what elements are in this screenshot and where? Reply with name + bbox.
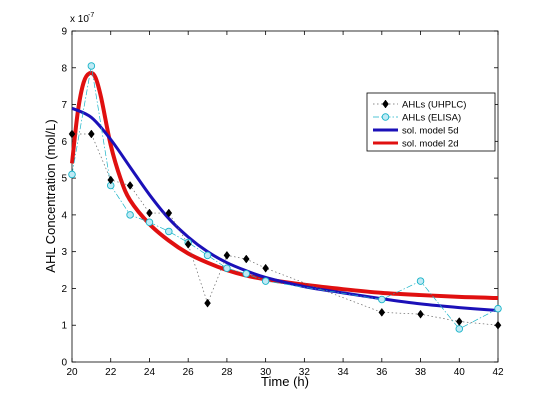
y-tick-label: 3 xyxy=(61,247,67,258)
y-tick-label: 7 xyxy=(61,100,67,111)
legend-entry: AHLs (ELISA) xyxy=(373,113,461,124)
uhplc-point xyxy=(68,129,76,139)
elisa-point xyxy=(381,113,390,121)
uhplc-point xyxy=(382,99,389,109)
legend-entries: AHLs (UHPLC) AHLs (ELISA) sol. model 5d sol… xyxy=(373,100,466,150)
x-tick-label: 36 xyxy=(376,367,388,378)
uhplc-point xyxy=(204,298,211,308)
x-axis-label: Time (h) xyxy=(261,374,309,389)
series-ahls-uhplc- xyxy=(68,129,502,330)
x-tick-label: 24 xyxy=(144,367,156,378)
x-tick-label: 40 xyxy=(454,367,466,378)
y-tick-label: 1 xyxy=(61,321,67,332)
series-sol-model-5d xyxy=(71,106,499,313)
elisa-point xyxy=(494,304,502,313)
uhplc-point xyxy=(494,320,502,330)
uhplc-point xyxy=(126,181,134,190)
y-axis-label: AHL Concentration (mol/L) xyxy=(43,119,58,272)
y-multiplier-exponent: -7 xyxy=(88,12,94,19)
legend-entry: sol. model 5d xyxy=(373,126,459,137)
elisa-point xyxy=(261,277,270,285)
x-tick-label: 22 xyxy=(105,367,117,378)
uhplc-point xyxy=(146,208,153,218)
legend-label: AHLs (UHPLC) xyxy=(402,100,466,111)
y-tick-label: 2 xyxy=(61,284,67,295)
model-curve xyxy=(71,106,499,313)
series-layer xyxy=(68,62,502,333)
uhplc-point xyxy=(242,254,250,264)
uhplc-point xyxy=(223,250,231,260)
uhplc-point xyxy=(378,307,386,317)
legend-label: AHLs (ELISA) xyxy=(402,113,461,124)
legend-box xyxy=(366,92,496,152)
uhplc-point xyxy=(455,317,463,326)
elisa-point xyxy=(242,269,251,278)
elisa-point xyxy=(378,295,386,304)
elisa-point xyxy=(126,211,134,219)
legend-label: sol. model 2d xyxy=(402,139,459,150)
y-tick-label: 9 xyxy=(61,27,67,38)
x-tick-label: 32 xyxy=(299,367,311,378)
uhplc-point xyxy=(184,239,192,249)
elisa-point xyxy=(416,277,425,285)
elisa-point xyxy=(68,170,76,179)
elisa-point xyxy=(203,251,212,260)
y-tick-label: 8 xyxy=(61,63,67,74)
x-tick-label: 38 xyxy=(415,367,427,378)
x-tick-label: 26 xyxy=(183,367,195,378)
legend: AHLs (UHPLC) AHLs (ELISA) sol. model 5d sol… xyxy=(366,92,496,152)
elisa-point xyxy=(87,62,96,70)
uhplc-point xyxy=(88,129,95,139)
plot-area xyxy=(71,30,499,363)
y-tick-label: 0 xyxy=(61,358,67,369)
x-tick-label: 20 xyxy=(66,367,78,378)
uhplc-point xyxy=(165,208,173,218)
x-tick-label: 30 xyxy=(260,367,272,378)
uhplc-point xyxy=(262,263,269,273)
y-tick-label: 4 xyxy=(61,210,67,221)
elisa-point xyxy=(165,227,173,236)
elisa-point xyxy=(223,264,231,272)
series-ahls-elisa- xyxy=(68,62,502,333)
legend-entry: AHLs (UHPLC) xyxy=(373,100,466,111)
uhplc-point xyxy=(417,309,424,319)
uhplc-point xyxy=(107,175,115,185)
legend-label: sol. model 5d xyxy=(402,126,459,137)
y-tick-label: 6 xyxy=(61,137,67,148)
elisa-point xyxy=(455,325,464,333)
elisa-point xyxy=(145,218,154,226)
legend-entry: sol. model 2d xyxy=(373,139,459,150)
x-tick-label: 34 xyxy=(338,367,350,378)
x-tick-label: 42 xyxy=(492,367,504,378)
y-tick-label: 5 xyxy=(61,174,67,185)
y-multiplier-base: x 10 xyxy=(70,14,89,25)
x-tick-label: 28 xyxy=(221,367,233,378)
